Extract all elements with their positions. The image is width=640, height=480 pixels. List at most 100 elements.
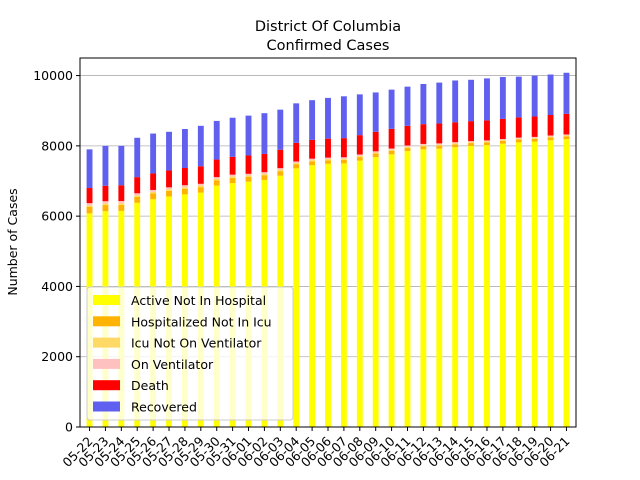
y-axis-label: Number of Cases [5, 188, 20, 295]
bar-segment [484, 140, 490, 142]
bar-segment [372, 131, 379, 152]
bar-segment [197, 185, 204, 188]
bar-segment [245, 155, 252, 174]
bar-segment [452, 80, 459, 123]
bar-segment [404, 86, 411, 126]
bar-segment [325, 163, 331, 427]
bar-segment [245, 115, 252, 156]
x-axis: 05-2205-2305-2405-2505-2605-2705-2805-29… [59, 427, 573, 470]
bar-segment [213, 159, 220, 178]
bar-segment [309, 158, 316, 161]
bar-segment [499, 140, 506, 141]
bar-segment [325, 157, 331, 160]
bar-segment [372, 92, 379, 132]
bar-segment [309, 165, 316, 427]
bar-segment [245, 176, 252, 182]
bar-segment [484, 78, 490, 121]
bar-segment [356, 160, 363, 428]
bar-segment [547, 115, 554, 136]
bar-segment [372, 152, 379, 154]
bar-segment [229, 117, 236, 157]
bar-segment [134, 193, 141, 196]
y-axis: 0 2000 4000 6000 8000 10000 [33, 68, 80, 435]
legend-swatch [93, 358, 120, 369]
bar-segment [356, 155, 363, 158]
bar-segment [150, 191, 157, 194]
bar-segment [277, 169, 284, 172]
bar-segment [293, 164, 300, 169]
bar-segment [499, 139, 506, 141]
legend-label: Recovered [131, 400, 197, 415]
bar-segment [531, 141, 538, 427]
bar-segment [166, 170, 172, 188]
bar-segment [166, 131, 172, 171]
legend-swatch [93, 295, 120, 305]
bar-segment [388, 128, 395, 149]
bar-segment [563, 135, 570, 137]
bar-segment [213, 180, 220, 186]
bar-segment [436, 145, 443, 149]
bar-segment [277, 171, 284, 176]
bar-segment [436, 144, 443, 146]
bar-segment [261, 172, 268, 174]
bar-segment [293, 142, 300, 162]
bar-segment [499, 76, 506, 119]
bar-segment [166, 187, 172, 190]
bar-segment [372, 157, 379, 428]
bar-segment [340, 138, 347, 158]
legend-box [86, 286, 294, 421]
bar-segment [181, 187, 188, 189]
bar-segment [86, 149, 93, 189]
bar-segment [499, 140, 506, 144]
bar-segment [468, 141, 475, 143]
bar-segment [150, 133, 157, 174]
bar-segment [86, 205, 93, 208]
bar-segment [309, 100, 316, 140]
bar-segment [484, 142, 490, 146]
bar-segment [102, 205, 109, 212]
legend-label: On Ventilator [131, 357, 214, 372]
legend-label: Icu Not On Ventilator [131, 336, 262, 351]
bar-segment [388, 148, 395, 150]
bar-segment [404, 147, 411, 152]
bar-segment [229, 177, 236, 184]
bar-segment [436, 82, 443, 124]
bar-segment [102, 201, 109, 204]
bar-segment [547, 137, 554, 141]
bar-segment [325, 138, 331, 158]
bar-segment [372, 153, 379, 158]
bar-segment [102, 145, 109, 186]
y-tick-label: 8000 [41, 138, 73, 153]
bar-segment [197, 125, 204, 167]
bar-segment [484, 120, 490, 141]
bar-segment [356, 135, 363, 155]
bar-segment [181, 185, 188, 188]
bar-segment [356, 157, 363, 161]
chart-subtitle: Confirmed Cases [267, 38, 390, 54]
legend-swatch [93, 401, 120, 412]
bar-segment [563, 136, 570, 140]
bar-segment [468, 145, 475, 427]
legend-swatch [93, 316, 120, 327]
bar-segment [340, 96, 347, 139]
bar-segment [166, 189, 172, 191]
bar-segment [325, 97, 331, 139]
bar-segment [150, 173, 157, 190]
bar-segment [468, 143, 475, 146]
bar-segment [150, 189, 157, 192]
bar-segment [484, 141, 490, 143]
bar-segment [420, 149, 427, 427]
bar-segment [261, 153, 268, 173]
bar-segment [452, 144, 459, 148]
bar-segment [372, 151, 379, 153]
bar-segment [356, 154, 363, 156]
bar-segment [86, 203, 93, 206]
bar-segment [404, 145, 411, 147]
bar-segment [309, 139, 316, 159]
bar-segment [134, 177, 141, 194]
bar-segment [563, 72, 570, 114]
legend-label: Hospitalized Not In Icu [131, 314, 272, 329]
y-tick-label: 0 [65, 420, 73, 435]
bar-segment [293, 168, 300, 427]
bar-segment [468, 121, 475, 142]
